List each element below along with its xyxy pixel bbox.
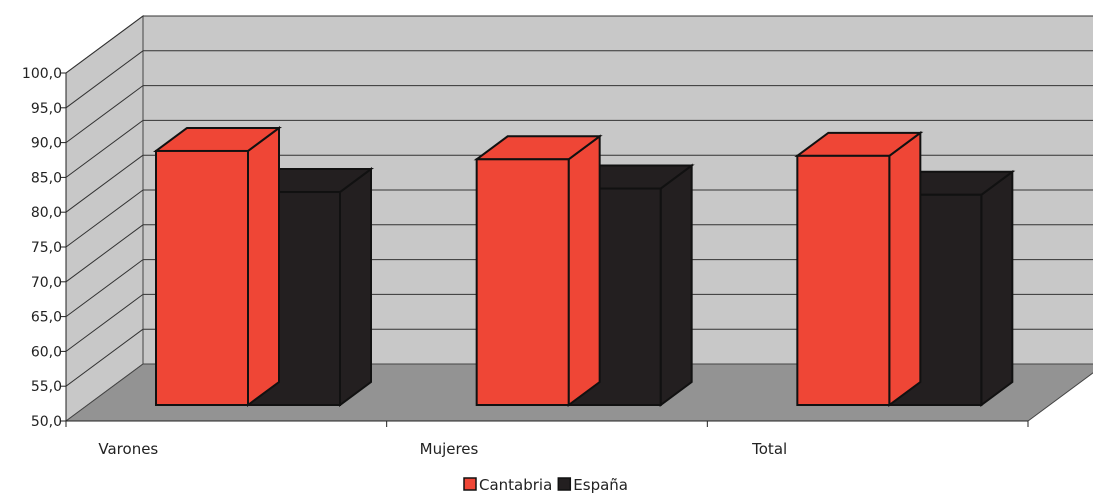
y-tick-label: 100,0: [22, 66, 62, 82]
legend: Cantabria España: [463, 476, 628, 494]
category-label-total: Total: [751, 440, 787, 458]
bar-cantabria-total: [794, 130, 924, 407]
legend-label: España: [573, 476, 628, 494]
bar-side: [980, 169, 1014, 407]
bar-espaa-mujeres: [565, 163, 695, 407]
y-tick-label: 65,0: [31, 310, 62, 326]
y-tick-label: 95,0: [31, 101, 62, 117]
bars: [152, 125, 1016, 407]
bar-cantabria-mujeres: [473, 134, 603, 407]
y-tick-label: 80,0: [31, 205, 62, 221]
gridline-side: [65, 293, 144, 352]
bar-side: [567, 134, 601, 407]
bar-front: [796, 154, 891, 406]
gridline-side: [65, 85, 144, 144]
legend-label: Cantabria: [479, 476, 552, 494]
y-tick-label: 75,0: [31, 240, 62, 256]
bar-side: [888, 130, 922, 407]
y-tick-label: 50,0: [31, 414, 62, 430]
gridline-side: [65, 224, 144, 283]
y-tick-label: 60,0: [31, 344, 62, 360]
category-labels: Varones Mujeres Total: [98, 440, 787, 458]
y-tick-label: 55,0: [31, 379, 62, 395]
bar-front: [155, 149, 249, 406]
gridline-side: [65, 119, 144, 178]
bar-side: [339, 167, 372, 407]
gridline-side: [65, 154, 144, 213]
gridline-side: [65, 189, 144, 248]
y-tick-label: 90,0: [31, 136, 62, 152]
category-label-mujeres: Mujeres: [420, 440, 479, 458]
legend-item-cantabria: Cantabria: [463, 476, 552, 494]
legend-swatch: [557, 477, 572, 491]
category-label-varones: Varones: [98, 440, 158, 458]
legend-item-espaa: España: [557, 476, 628, 494]
gridline-side: [65, 15, 144, 74]
axes: [61, 72, 1029, 427]
bar-side: [659, 163, 693, 407]
bar-side: [247, 125, 280, 407]
y-tick-label: 85,0: [31, 170, 62, 186]
y-tick-labels: 50,0 55,0 60,0 65,0 70,0 75,0 80,0 85,0 90,0 95,0…: [22, 66, 62, 430]
legend-swatch: [463, 477, 477, 491]
bar-front: [475, 158, 570, 406]
bar-cantabria-varones: [152, 125, 283, 407]
gridline-side: [65, 50, 144, 109]
y-tick-label: 70,0: [31, 275, 62, 291]
gridline-side: [65, 259, 144, 318]
gridline-side: [65, 328, 144, 387]
